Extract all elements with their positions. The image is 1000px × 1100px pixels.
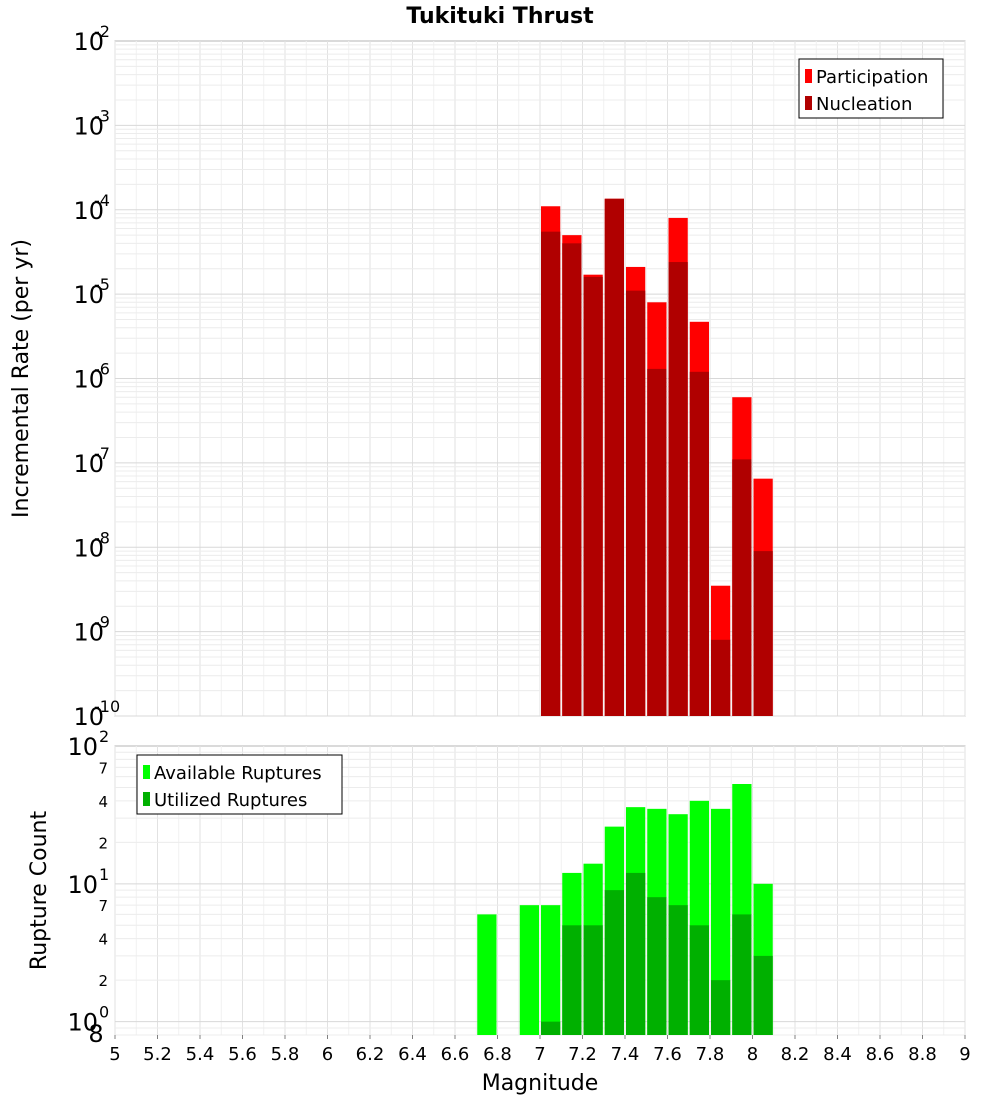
- x-tick-label: 8: [747, 1044, 758, 1065]
- rupture-y-tick-exponent: 0: [99, 1003, 109, 1022]
- x-tick-label: 8.8: [908, 1044, 937, 1065]
- rupture-y-tick-lower: 8: [88, 1020, 103, 1048]
- rupture-y-tick-base: 10: [67, 1009, 98, 1037]
- bar-utilized-ruptures: [626, 872, 646, 1035]
- x-tick-label: 8.4: [823, 1044, 852, 1065]
- x-tick-label: 7.8: [696, 1044, 725, 1065]
- x-tick-label: 7: [534, 1044, 545, 1065]
- legend-swatch-utilized-ruptures: [143, 792, 150, 806]
- x-tick-label: 8.6: [866, 1044, 895, 1065]
- rate-y-tick-exponent: -3: [94, 106, 110, 125]
- x-tick-label: 6.2: [356, 1044, 385, 1065]
- legend-swatch-nucleation: [805, 96, 812, 110]
- x-tick-label: 5.8: [271, 1044, 300, 1065]
- rate-y-tick-exponent: -5: [94, 275, 110, 294]
- rate-y-axis-label: Incremental Rate (per yr): [9, 239, 34, 518]
- rate-y-tick-base: 10: [73, 281, 104, 309]
- rupture-y-tick-base: 10: [67, 871, 98, 899]
- rupture-y-tick-exponent: 2: [99, 727, 109, 746]
- rate-y-tick-base: 10: [73, 112, 104, 140]
- rupture-y-tick-minor: 4: [98, 931, 108, 949]
- bar-utilized-ruptures: [668, 905, 688, 1035]
- rupture-y-tick-minor: 7: [98, 897, 108, 915]
- rupture-y-tick-minor: 4: [98, 793, 108, 811]
- rupture-y-tick-minor: 7: [98, 759, 108, 777]
- legend-swatch-available-ruptures: [143, 765, 150, 779]
- rate-y-tick-base: 10: [73, 366, 104, 394]
- legend-label-utilized-ruptures: Utilized Ruptures: [154, 790, 307, 811]
- bar-nucleation: [689, 371, 709, 716]
- rate-y-tick-base: 10: [73, 28, 104, 56]
- bar-utilized-ruptures: [753, 955, 773, 1035]
- rate-y-tick-exponent: -10: [94, 697, 120, 716]
- bar-utilized-ruptures: [583, 925, 603, 1035]
- bar-utilized-ruptures: [711, 980, 731, 1035]
- x-tick-label: 6.8: [483, 1044, 512, 1065]
- rupture-y-tick-minor: 2: [98, 972, 108, 990]
- bar-nucleation: [626, 290, 646, 716]
- x-tick-label: 8.2: [781, 1044, 810, 1065]
- bar-nucleation: [753, 551, 773, 716]
- bar-available-ruptures: [711, 808, 731, 1035]
- x-tick-label: 7.6: [653, 1044, 682, 1065]
- rate-y-tick-exponent: -2: [94, 22, 110, 41]
- rate-y-tick-exponent: -9: [94, 613, 110, 632]
- rate-y-tick-base: 10: [73, 450, 104, 478]
- x-tick-label: 6: [322, 1044, 333, 1065]
- x-tick-label: 5.6: [228, 1044, 257, 1065]
- bar-available-ruptures: [519, 905, 539, 1035]
- rate-y-tick-exponent: -7: [94, 444, 110, 463]
- bar-utilized-ruptures: [689, 925, 709, 1035]
- rate-y-tick-exponent: -8: [94, 528, 110, 547]
- bar-available-ruptures: [477, 914, 497, 1035]
- legend-label-nucleation: Nucleation: [816, 94, 912, 115]
- x-tick-label: 7.4: [611, 1044, 640, 1065]
- x-tick-label: 5.2: [143, 1044, 172, 1065]
- rate-legend: [798, 58, 944, 119]
- magnitude-x-axis-label: Magnitude: [482, 1071, 599, 1096]
- bar-nucleation: [732, 459, 752, 716]
- x-tick-label: 6.6: [441, 1044, 470, 1065]
- rupture-count-y-axis-label: Rupture Count: [27, 811, 52, 971]
- x-tick-label: 5: [109, 1044, 120, 1065]
- bar-utilized-ruptures: [604, 890, 624, 1035]
- bar-nucleation: [583, 276, 603, 716]
- rupture-y-tick-base: 10: [67, 733, 98, 761]
- rupture-y-tick-exponent: 1: [99, 865, 109, 884]
- rate-y-tick-exponent: -6: [94, 360, 110, 379]
- rate-y-tick-base: 10: [73, 619, 104, 647]
- x-tick-label: 6.4: [398, 1044, 427, 1065]
- rate-y-tick-base: 10: [73, 534, 104, 562]
- bar-utilized-ruptures: [562, 925, 582, 1035]
- bar-nucleation: [668, 262, 688, 716]
- bar-nucleation: [541, 231, 561, 716]
- rate-y-tick-base: 10: [73, 197, 104, 225]
- chart-title: Tukituki Thrust: [406, 4, 594, 29]
- bar-available-ruptures: [541, 905, 561, 1035]
- legend-label-available-ruptures: Available Ruptures: [154, 763, 322, 784]
- rupture-legend: [136, 754, 343, 815]
- x-tick-label: 9: [959, 1044, 970, 1065]
- x-tick-label: 7.2: [568, 1044, 597, 1065]
- bar-utilized-ruptures: [647, 897, 667, 1035]
- bar-nucleation: [647, 368, 667, 716]
- rate-y-tick-base: 10: [73, 703, 104, 731]
- bar-utilized-ruptures: [541, 1021, 561, 1035]
- x-tick-label: 5.4: [186, 1044, 215, 1065]
- rupture-y-tick-minor: 2: [98, 834, 108, 852]
- rate-y-tick-exponent: -4: [94, 191, 110, 210]
- rate-panel: ParticipationNucleation10-1010-910-810-7…: [73, 22, 966, 731]
- bar-nucleation: [711, 639, 731, 716]
- bar-utilized-ruptures: [732, 914, 752, 1035]
- legend-swatch-participation: [805, 69, 812, 83]
- bar-nucleation: [562, 243, 582, 717]
- legend-label-participation: Participation: [816, 67, 928, 88]
- bar-nucleation: [604, 198, 624, 717]
